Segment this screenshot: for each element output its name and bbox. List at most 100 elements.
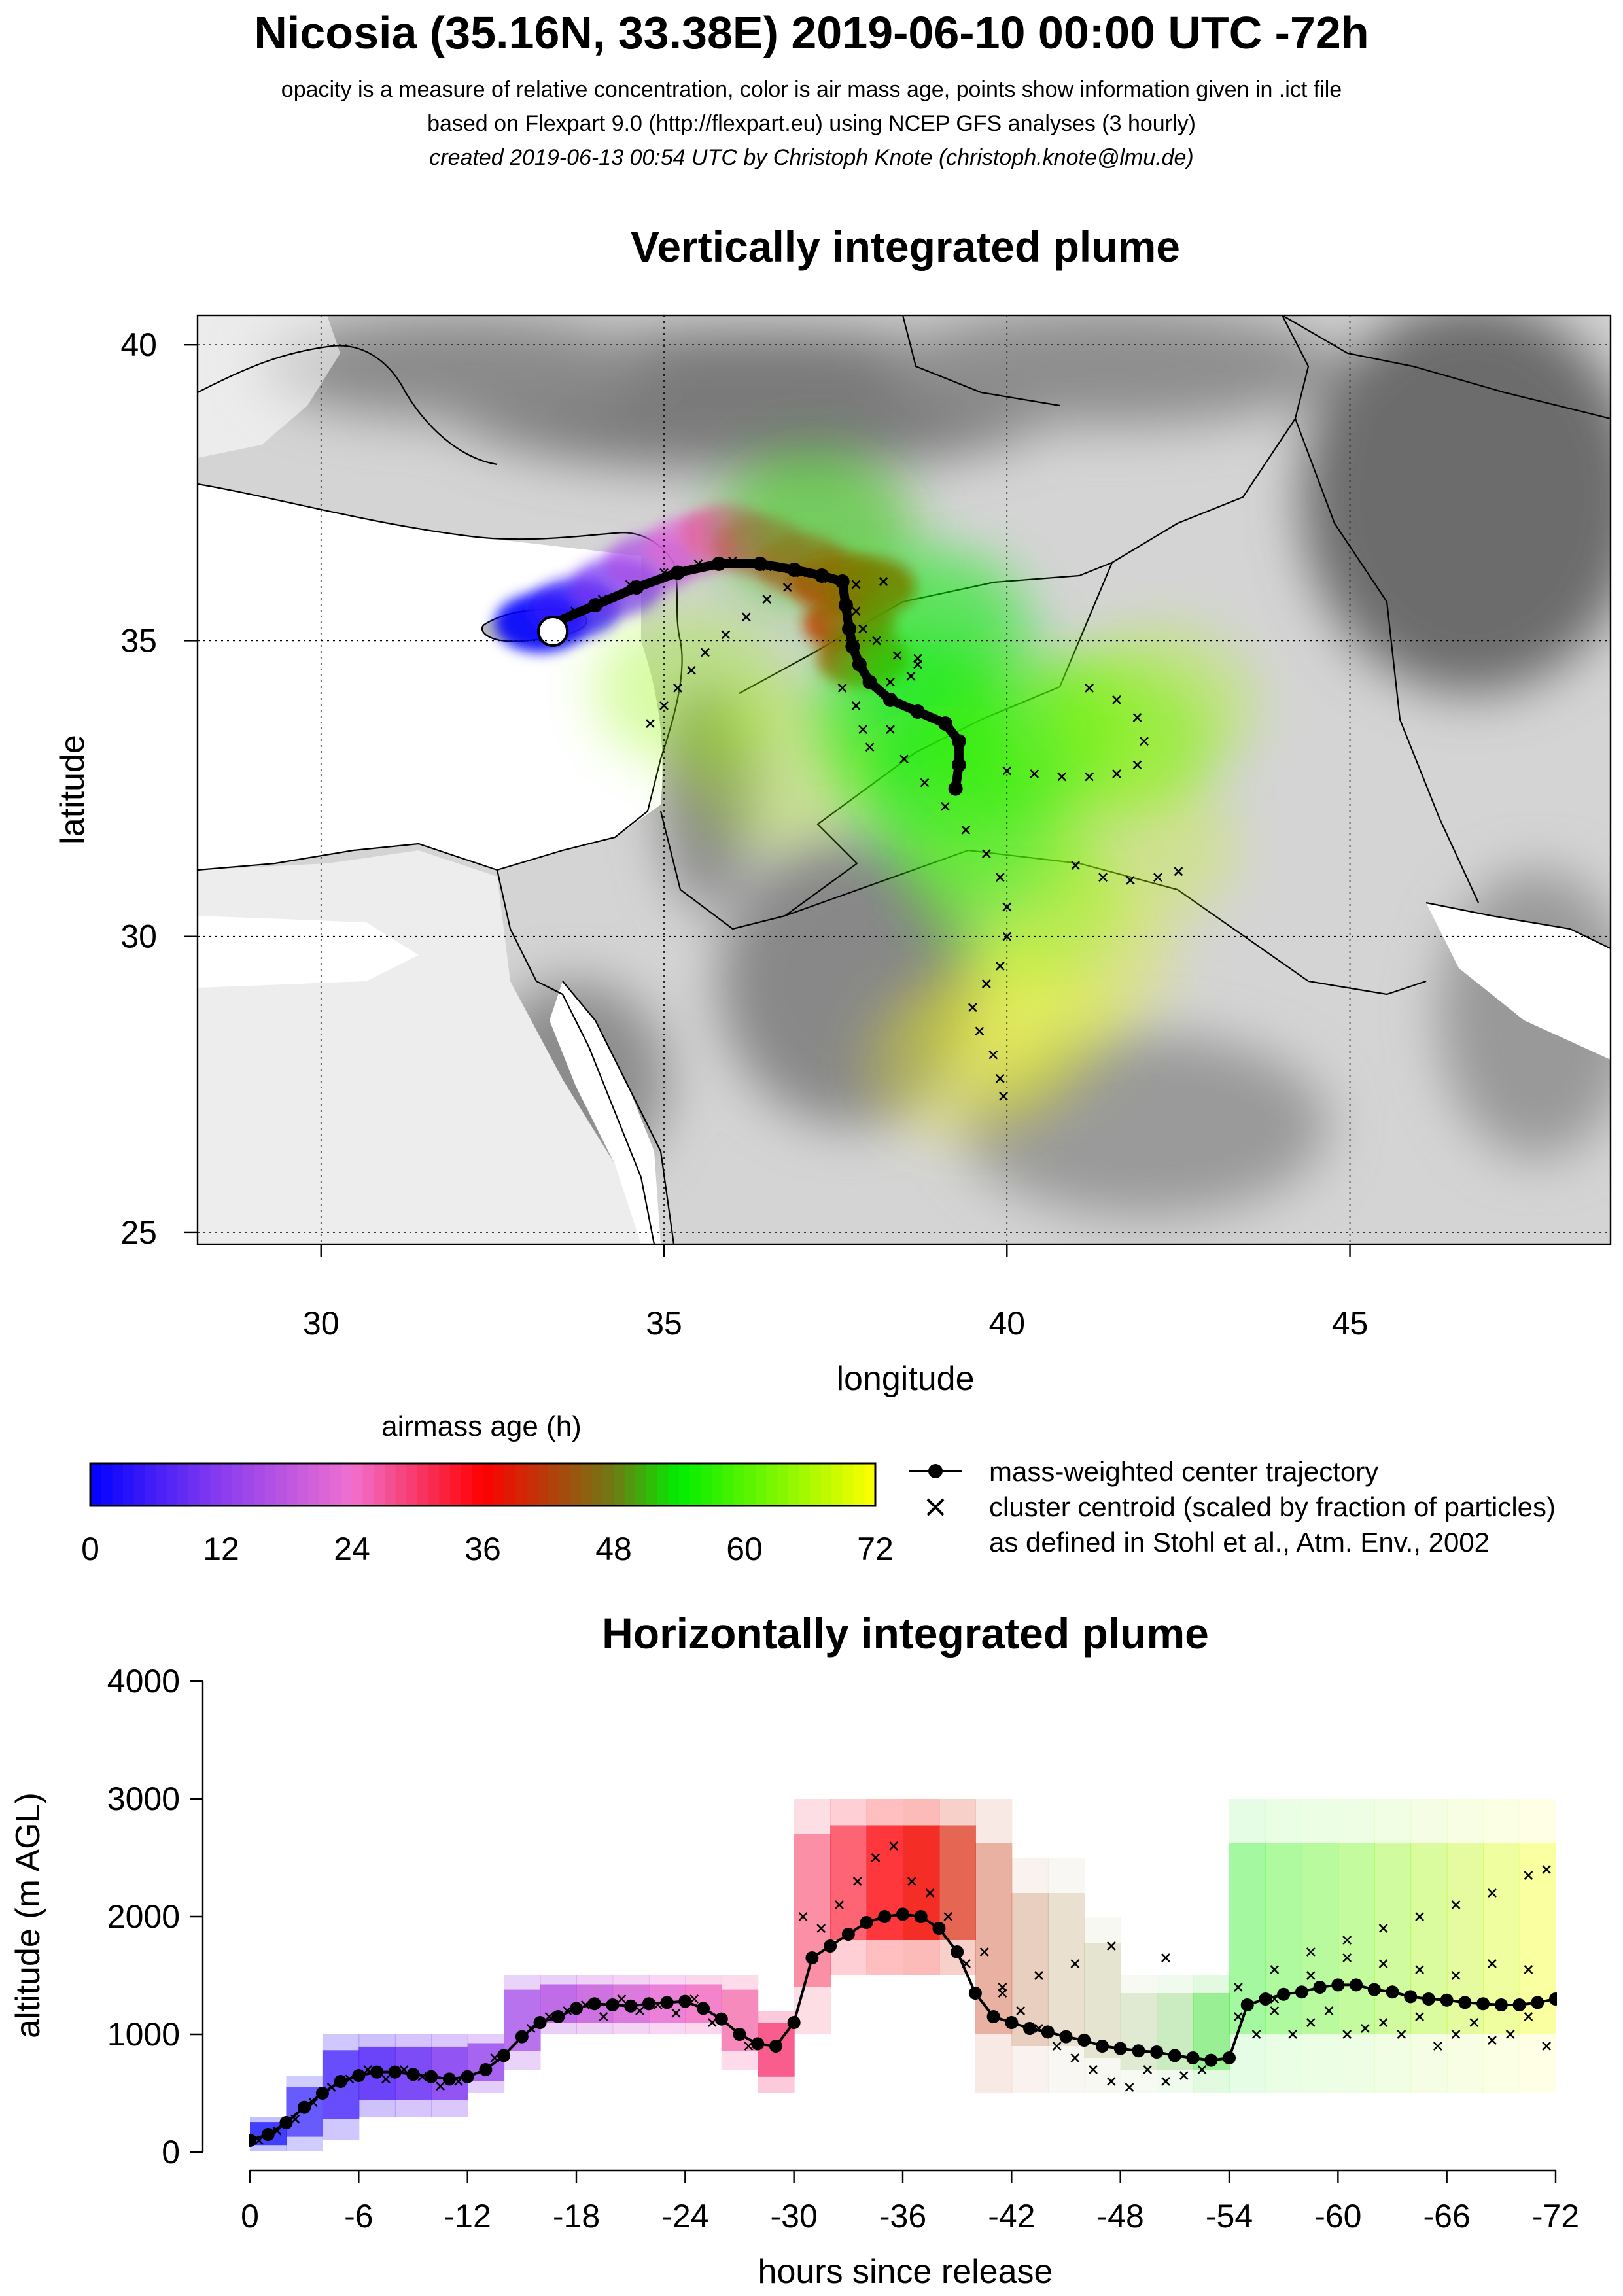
colorbar-step — [133, 1463, 145, 1506]
altitude-cluster-centroid — [1179, 2071, 1189, 2080]
colorbar-step — [559, 1463, 570, 1506]
cluster-legend-marker — [926, 1498, 945, 1516]
altitude-cluster-centroid — [1288, 2030, 1297, 2039]
plume-column-core — [975, 1843, 1013, 2034]
map-cluster-centroid — [981, 849, 991, 858]
colorbar-step — [450, 1463, 462, 1506]
altitude-trajectory-point — [914, 1910, 928, 1923]
colorbar-step — [264, 1463, 276, 1506]
plume-column-outer — [1410, 1799, 1448, 2093]
colorbar-step — [668, 1463, 680, 1506]
altitude-title: Horizontally integrated plume — [602, 1609, 1209, 1658]
altitude-cluster-centroid — [1505, 2030, 1515, 2039]
altitude-cluster-centroid — [1524, 2012, 1533, 2021]
altitude-trajectory-point — [1440, 1993, 1454, 2007]
colorbar-step — [123, 1463, 135, 1506]
altitude-trajectory-point — [1531, 1996, 1544, 2009]
colorbar-step — [243, 1463, 254, 1506]
colorbar-step — [90, 1463, 102, 1506]
colorbar-step — [308, 1463, 320, 1506]
colorbar-step — [602, 1463, 614, 1506]
colorbar-step — [788, 1463, 799, 1506]
plume-patch-25 — [682, 692, 879, 850]
turkey-georgia-border — [901, 315, 1060, 407]
altitude-cluster-centroid — [1052, 2042, 1062, 2051]
altitude-trajectory-point — [769, 2040, 782, 2053]
map-trajectory-point — [711, 556, 726, 571]
plume-column-core — [1374, 1843, 1412, 2034]
colorbar-step — [362, 1463, 374, 1506]
colorbar-step — [395, 1463, 407, 1506]
colorbar-step — [701, 1463, 712, 1506]
altitude-cluster-centroid — [1251, 2030, 1261, 2039]
altitude-cluster-centroid — [1270, 1965, 1280, 1974]
map-y-tick-label: 40 — [120, 326, 157, 363]
altitude-cluster-centroid — [871, 1853, 881, 1862]
map-cluster-centroid — [999, 1092, 1008, 1101]
map-cluster-centroid — [892, 651, 902, 660]
altitude-cluster-centroid — [1143, 2065, 1153, 2074]
map-x-tick-label: 45 — [1332, 1305, 1369, 1342]
altitude-cluster-centroid — [1306, 1971, 1316, 1980]
plume-column-core — [939, 1825, 976, 1940]
map-trajectory-point — [951, 734, 966, 749]
map-cluster-centroid — [995, 962, 1005, 971]
map-y-tick-label: 35 — [120, 622, 157, 659]
map-trajectory-point — [948, 781, 963, 796]
altitude-x-tick-label: -30 — [771, 2198, 818, 2235]
map-cluster-centroid — [1098, 873, 1108, 882]
altitude-cluster-centroid — [798, 1912, 808, 1921]
altitude-trajectory-point — [1005, 2016, 1019, 2029]
altitude-trajectory-point — [497, 2049, 511, 2062]
colorbar-step — [287, 1463, 298, 1506]
altitude-cluster-centroid — [1342, 1936, 1352, 1945]
altitude-cluster-centroid — [1161, 1953, 1170, 1962]
colorbar-step — [199, 1463, 211, 1506]
altitude-trajectory-point — [1223, 2051, 1236, 2064]
altitude-trajectory-point — [678, 1994, 692, 2008]
plume-column-outer — [1084, 1917, 1121, 2093]
map-cluster-centroid — [851, 606, 861, 616]
altitude-trajectory-point — [1295, 1985, 1308, 1999]
altitude-cluster-centroid — [1306, 1947, 1316, 1957]
altitude-trajectory-point — [1077, 2034, 1091, 2047]
gulf-of-suez-coast — [496, 869, 655, 1244]
colorbar-tick-label: 60 — [726, 1531, 763, 1567]
altitude-cluster-centroid — [1161, 2077, 1170, 2086]
altitude-trajectory-point — [1150, 2045, 1164, 2059]
map-cluster-centroid — [673, 683, 682, 693]
altitude-trajectory-point — [1132, 2044, 1145, 2058]
colorbar-step — [635, 1463, 647, 1506]
altitude-trajectory-point — [334, 2075, 347, 2088]
colorbar-step — [820, 1463, 832, 1506]
map-cluster-centroid — [837, 683, 847, 693]
map-center-trajectory — [537, 556, 966, 796]
colorbar-step — [679, 1463, 691, 1506]
map-cluster-centroid — [865, 742, 875, 752]
colorbar-step — [112, 1463, 124, 1506]
colorbar-step — [744, 1463, 756, 1506]
map-trajectory-point — [787, 562, 802, 577]
jordan-border — [659, 810, 786, 930]
altitude-trajectory-point — [442, 2072, 456, 2086]
colorbar-step — [831, 1463, 843, 1506]
map-cluster-centroid — [1132, 713, 1142, 722]
map-cluster-centroid — [858, 624, 867, 634]
map-trajectory-point — [845, 639, 860, 654]
plume-column-core — [1265, 1843, 1302, 2034]
plume-patch-26 — [977, 881, 1174, 1039]
altitude-x-tick-label: -18 — [553, 2198, 600, 2235]
altitude-trajectory-point — [388, 2065, 402, 2079]
altitude-cluster-centroid — [1106, 2077, 1116, 2086]
altitude-cluster-centroid — [1488, 1888, 1497, 1898]
altitude-cluster-centroid — [671, 2008, 681, 2018]
colorbar-tick-label: 0 — [81, 1531, 99, 1567]
colorbar-step — [799, 1463, 811, 1506]
altitude-trajectory-point — [1367, 1983, 1381, 1996]
altitude-trajectory-point — [1095, 2040, 1109, 2053]
turkey-west-coast — [198, 345, 498, 466]
airmass-age-colorbar — [89, 1462, 877, 1507]
mediterranean-sea — [198, 484, 663, 870]
plume-column-core — [1301, 1843, 1339, 2034]
altitude-trajectory-point — [1023, 2022, 1037, 2035]
